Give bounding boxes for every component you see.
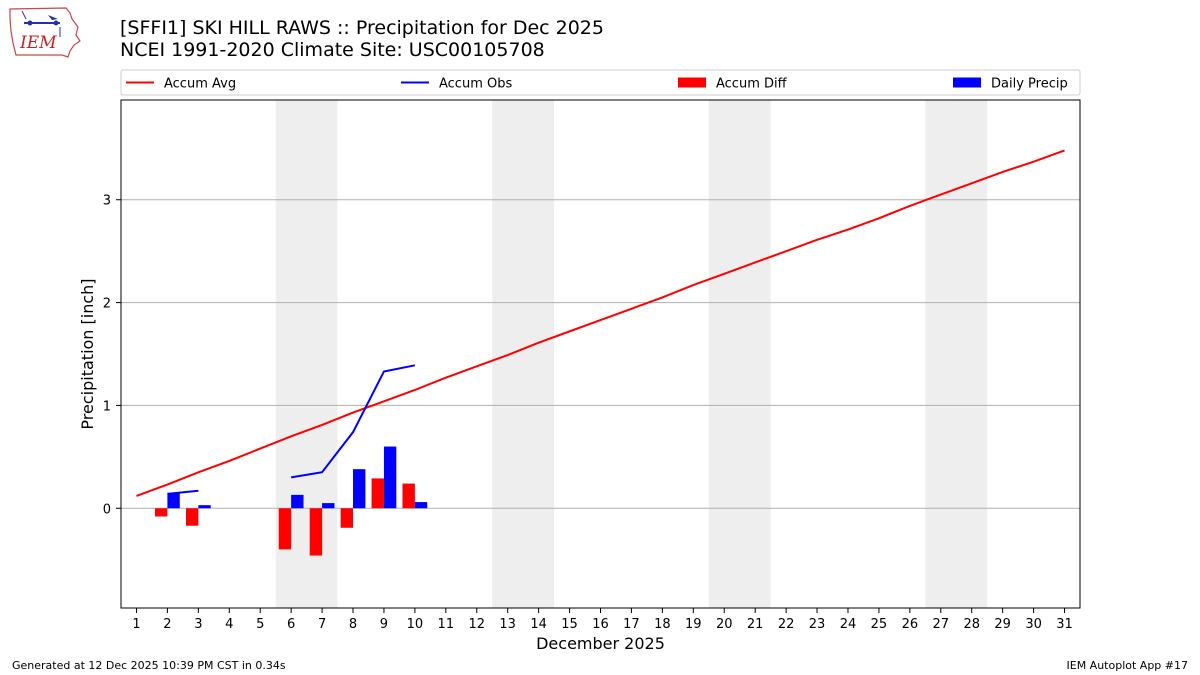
legend-item: Daily Precip [953,77,1068,92]
daily-precip-bar [353,469,366,509]
legend-bar-swatch [953,77,981,88]
x-tick-label: 25 [871,617,888,632]
daily-precip-bar [167,492,180,509]
autoplot-app-label: IEM Autoplot App #17 [1066,659,1189,672]
x-tick-label: 30 [1025,617,1042,632]
x-tick-label: 1 [132,617,140,632]
x-tick-label: 4 [225,617,233,632]
x-axis-ticks: 1 2 3 4 5 6 7 8 9 10 11 12 13 14 15 16 17 18 19 20 21 22 23 24 2… [132,608,1073,632]
weekend-shade [492,100,555,608]
iowa-state-outline-icon [9,7,81,58]
daily-precip-bar [322,503,335,509]
weekend-shade [925,100,988,608]
y-tick-label: 0 [103,502,111,517]
x-tick-label: 5 [256,617,264,632]
iem-logo: IEM [9,7,81,58]
y-tick-label: 2 [103,297,111,312]
accum-obs-line [290,364,416,479]
y-tick-label: 3 [103,194,111,209]
x-tick-label: 16 [592,617,609,632]
x-tick-label: 19 [685,617,702,632]
weekend-shade [708,100,771,608]
x-tick-label: 11 [438,617,455,632]
daily-precip-bar [291,494,304,509]
chart-subtitle: NCEI 1991-2020 Climate Site: USC00105708 [120,39,545,61]
legend-label: Accum Avg [164,77,236,92]
weekend-shading [275,100,988,608]
x-tick-label: 3 [194,617,202,632]
legend-label: Accum Diff [716,77,788,92]
lines [136,149,1065,497]
accum-diff-bar [340,508,354,528]
x-tick-label: 7 [318,617,326,632]
x-tick-label: 22 [778,617,795,632]
x-tick-label: 12 [468,617,485,632]
x-tick-label: 27 [933,617,950,632]
x-tick-label: 14 [530,617,547,632]
daily-precip-bar [198,505,211,509]
accum-diff-bar [309,508,323,556]
accum-diff-bar [185,508,199,526]
y-axis-label: Precipitation [inch] [78,278,97,429]
y-axis-ticks: 0 1 2 3 [103,194,121,517]
x-tick-label: 23 [809,617,826,632]
x-axis-label: December 2025 [536,634,665,653]
x-tick-label: 29 [994,617,1011,632]
x-tick-label: 24 [840,617,857,632]
x-tick-label: 6 [287,617,295,632]
logo-text: IEM [19,33,57,53]
x-tick-label: 21 [747,617,764,632]
x-tick-label: 15 [561,617,578,632]
y-tick-label: 1 [103,399,111,414]
x-tick-label: 8 [349,617,357,632]
accum-diff-bar [371,478,384,509]
legend: Accum Avg Accum Obs Accum Diff Daily Precip [120,69,1081,96]
x-tick-label: 31 [1056,617,1073,632]
legend-bar-swatch [678,77,706,88]
accum-diff-bar [402,483,415,509]
accum-diff-bar [278,508,292,550]
legend-label: Accum Obs [439,77,512,92]
bars [155,446,428,556]
accum-obs-line [167,489,199,495]
daily-precip-bar [383,446,397,509]
x-tick-label: 17 [623,617,640,632]
chart-title: [SFFI1] SKI HILL RAWS :: Precipitation f… [120,17,604,39]
accum-avg-line [136,149,1065,497]
daily-precip-bar [414,502,428,509]
legend-box [120,69,1081,96]
x-tick-label: 2 [163,617,171,632]
x-tick-label: 26 [902,617,919,632]
x-tick-label: 10 [407,617,424,632]
legend-item: Accum Avg [126,77,236,92]
x-tick-label: 13 [499,617,516,632]
accum-diff-bar [155,508,168,517]
legend-item: Accum Obs [401,77,512,92]
x-tick-label: 20 [716,617,733,632]
x-tick-label: 18 [654,617,671,632]
generated-timestamp: Generated at 12 Dec 2025 10:39 PM CST in… [12,659,286,672]
x-tick-label: 9 [380,617,388,632]
x-tick-label: 28 [963,617,980,632]
legend-item: Accum Diff [678,77,788,92]
legend-label: Daily Precip [991,77,1068,92]
